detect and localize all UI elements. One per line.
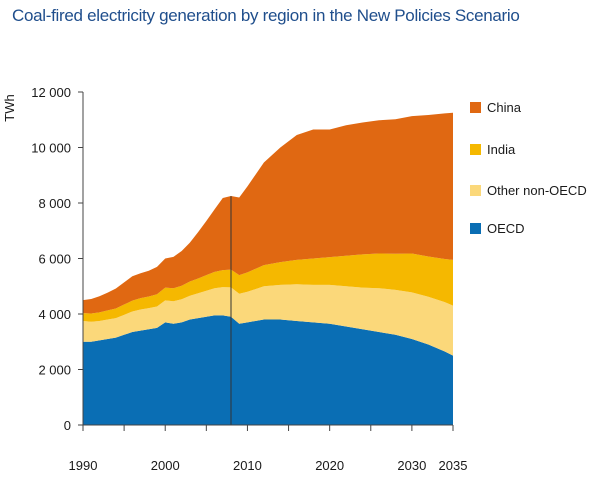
y-tick-label: 8 000 bbox=[38, 196, 71, 211]
legend-label: OECD bbox=[487, 221, 525, 236]
area-india bbox=[83, 253, 453, 322]
y-axis-label: TWh bbox=[2, 94, 17, 121]
legend-label: Other non-OECD bbox=[487, 183, 587, 198]
area-china bbox=[83, 112, 453, 314]
y-tick-label: 0 bbox=[64, 418, 71, 433]
y-tick-label: 10 000 bbox=[31, 141, 71, 156]
legend-swatch bbox=[470, 223, 481, 234]
area-other-non-oecd bbox=[83, 284, 453, 356]
x-tick-label: 2030 bbox=[397, 458, 426, 473]
x-tick-label: 2035 bbox=[439, 458, 468, 473]
legend-label: India bbox=[487, 142, 516, 157]
legend-swatch bbox=[470, 185, 481, 196]
legend-swatch bbox=[470, 144, 481, 155]
y-tick-label: 12 000 bbox=[31, 85, 71, 100]
x-tick-label: 2020 bbox=[315, 458, 344, 473]
y-tick-label: 2 000 bbox=[38, 363, 71, 378]
y-tick-label: 6 000 bbox=[38, 252, 71, 267]
x-tick-label: 1990 bbox=[69, 458, 98, 473]
legend-label: China bbox=[487, 100, 522, 115]
x-tick-label: 2000 bbox=[151, 458, 180, 473]
chart-title: Coal-fired electricity generation by reg… bbox=[12, 6, 520, 25]
x-tick-label: 2010 bbox=[233, 458, 262, 473]
legend-swatch bbox=[470, 102, 481, 113]
y-tick-label: 4 000 bbox=[38, 307, 71, 322]
area-oecd bbox=[83, 315, 453, 425]
